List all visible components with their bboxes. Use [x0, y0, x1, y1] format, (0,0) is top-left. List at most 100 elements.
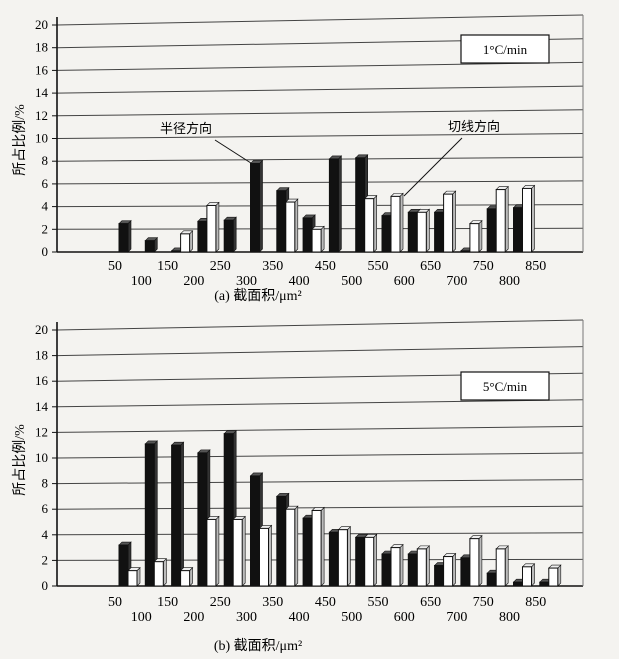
- bar-tangential: [232, 518, 243, 587]
- bar-radial: [486, 572, 497, 587]
- gridline: [56, 133, 584, 139]
- x-tick-label: 550: [368, 595, 389, 610]
- bar-radial: [276, 495, 287, 587]
- annotation-label: 半径方向: [160, 121, 212, 136]
- y-tick-label: 20: [35, 17, 48, 32]
- bar-tangential: [285, 201, 296, 253]
- annotation-label: 切线方向: [448, 119, 500, 134]
- bar-tangential: [364, 536, 375, 587]
- bar-radial: [223, 433, 234, 587]
- bar-radial: [460, 250, 471, 253]
- bar-radial: [460, 557, 471, 587]
- x-tick-label: 850: [525, 595, 546, 610]
- bar-radial: [355, 536, 366, 587]
- y-tick-label: 18: [35, 40, 48, 55]
- bar-radial: [302, 217, 313, 253]
- x-tick-label: 450: [315, 595, 336, 610]
- bar-radial: [276, 190, 287, 253]
- x-tick-label: 700: [446, 610, 467, 625]
- bar-tangential: [495, 548, 506, 587]
- condition-label: 5°C/min: [483, 379, 528, 394]
- x-tick-label: 700: [446, 274, 467, 289]
- bar-radial: [223, 219, 234, 253]
- bar-tangential: [390, 547, 401, 587]
- bar-tangential: [311, 228, 322, 253]
- bar-tangential: [416, 211, 427, 253]
- annotation-leader: [403, 137, 463, 197]
- bar-radial: [328, 531, 339, 587]
- y-axis-label: 所占比例/%: [12, 104, 28, 176]
- y-tick-label: 12: [35, 424, 48, 439]
- x-tick-label: 800: [499, 274, 520, 289]
- y-tick-label: 4: [42, 199, 49, 214]
- bar-radial: [171, 250, 182, 253]
- x-tick-label: 250: [210, 259, 231, 274]
- gridline: [56, 479, 584, 485]
- annotation-leader: [214, 139, 255, 166]
- bar-tangential: [364, 198, 375, 253]
- x-tick-label: 400: [289, 274, 310, 289]
- chart-caption: (b) 截面积/μm²: [214, 638, 302, 654]
- x-tick-label: 150: [157, 259, 178, 274]
- y-tick-label: 2: [42, 552, 49, 567]
- bar-radial: [381, 553, 392, 587]
- x-tick-label: 650: [420, 259, 441, 274]
- bar-tangential: [180, 570, 191, 587]
- bar-tangential: [153, 561, 164, 587]
- y-tick-label: 0: [42, 578, 49, 593]
- bar-radial: [434, 211, 445, 253]
- bar-tangential: [285, 508, 296, 587]
- condition-box: [460, 34, 550, 64]
- y-tick-label: 4: [42, 527, 49, 542]
- gridline: [56, 399, 584, 408]
- x-tick-label: 550: [368, 259, 389, 274]
- bar-tangential: [443, 556, 454, 587]
- y-axis-label: 所占比例/%: [12, 424, 28, 496]
- y-tick-label: 2: [42, 221, 49, 236]
- bar-tangential: [495, 189, 506, 253]
- condition-box: [460, 371, 550, 401]
- bar-radial: [486, 208, 497, 253]
- x-tick-label: 250: [210, 595, 231, 610]
- bar-radial: [513, 207, 523, 253]
- bar-radial: [250, 162, 260, 253]
- y-tick-label: 0: [42, 244, 49, 259]
- gridline: [56, 109, 584, 117]
- bar-tangential: [443, 193, 454, 253]
- x-tick-label: 100: [131, 274, 152, 289]
- y-tick-label: 10: [35, 131, 48, 146]
- gridline: [56, 156, 584, 162]
- x-tick-label: 350: [262, 595, 283, 610]
- bar-radial: [302, 517, 313, 587]
- bar-radial: [539, 581, 550, 587]
- gridline: [56, 61, 584, 71]
- bar-tangential: [206, 518, 217, 587]
- y-tick-label: 20: [35, 322, 48, 337]
- bar-radial: [513, 581, 523, 587]
- bar-tangential: [180, 233, 191, 253]
- bar-tangential: [416, 548, 427, 587]
- y-tick-label: 14: [35, 399, 49, 414]
- y-tick-label: 6: [42, 501, 49, 516]
- x-tick-label: 100: [131, 610, 152, 625]
- x-tick-label: 850: [525, 259, 546, 274]
- bar-radial: [118, 223, 129, 253]
- x-tick-label: 300: [236, 274, 257, 289]
- gridline: [56, 425, 584, 433]
- bar-tangential: [522, 187, 532, 253]
- bar-radial: [381, 215, 392, 253]
- x-tick-label: 200: [183, 610, 204, 625]
- bar-tangential: [311, 509, 322, 587]
- x-tick-label: 500: [341, 274, 362, 289]
- chart-panel-a: 0 2 4 6 8 10 12 14 16 18 20 50 100 150 200 250 300 350 400…: [12, 14, 584, 304]
- x-tick-label: 150: [157, 595, 178, 610]
- bar-tangential: [259, 527, 269, 587]
- bar-radial: [197, 220, 208, 253]
- gridline: [56, 319, 584, 331]
- bar-tangential: [548, 567, 559, 587]
- bar-radial: [171, 444, 182, 587]
- condition-label: 1°C/min: [483, 42, 528, 57]
- chart-caption: (a) 截面积/μm²: [214, 288, 302, 304]
- x-tick-label: 800: [499, 610, 520, 625]
